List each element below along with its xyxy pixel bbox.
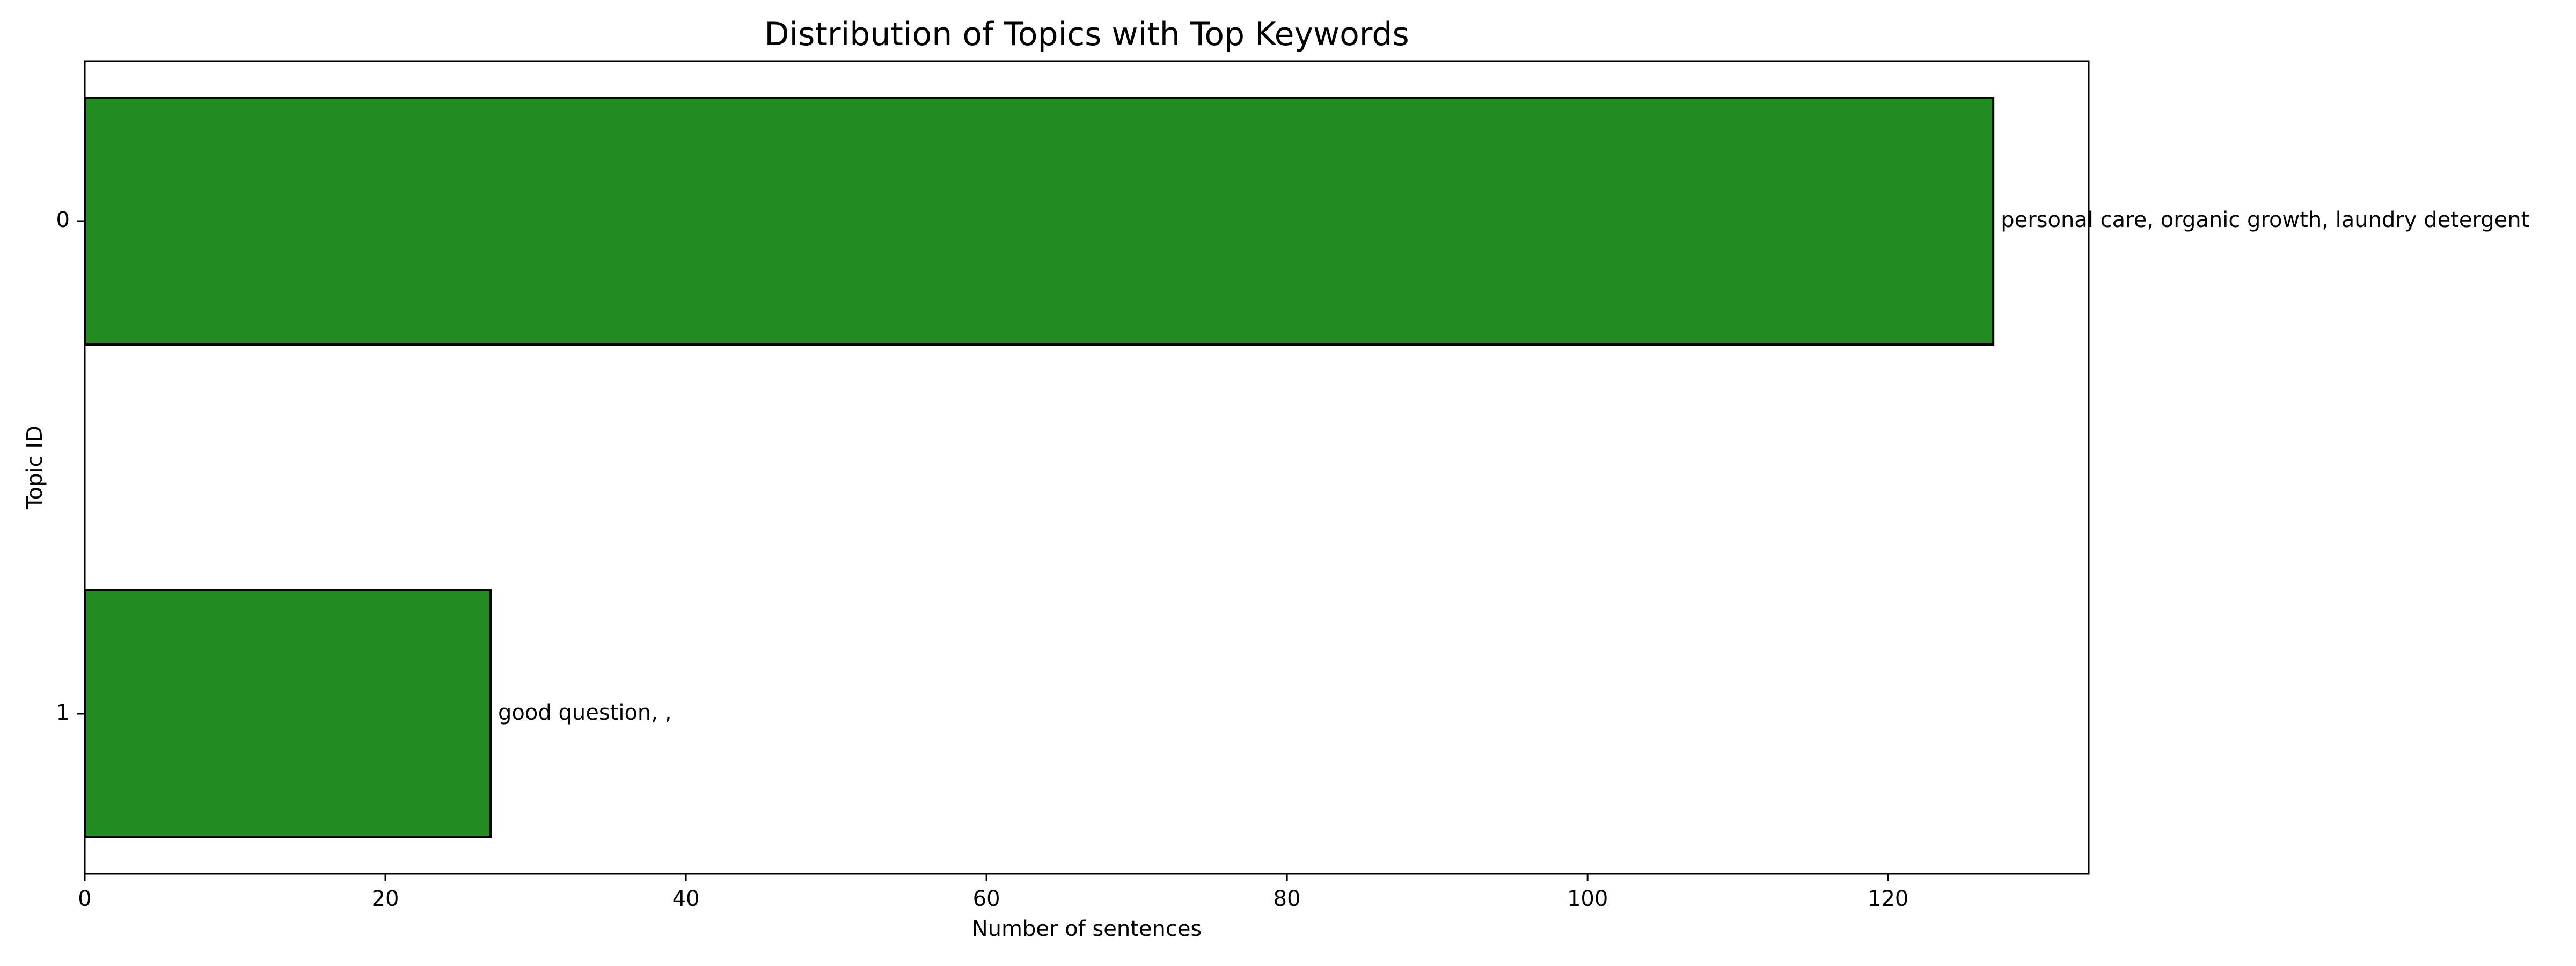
chart-title: Distribution of Topics with Top Keywords [764, 16, 1409, 53]
x-tick-label: 60 [973, 887, 1000, 911]
x-axis-label: Number of sentences [972, 917, 1202, 941]
x-axis-ticks: 0 20 40 60 80 100 120 [78, 874, 1908, 911]
y-axis-label: Topic ID [23, 426, 47, 510]
plot-frame [84, 60, 2090, 875]
bars-layer [84, 97, 1995, 838]
bar-label-topic-1: good question, , [498, 700, 671, 725]
x-tick-label: 100 [1567, 887, 1608, 911]
y-tick-label: 1 [56, 700, 70, 725]
x-tick-label: 80 [1274, 887, 1301, 911]
x-tick-label: 40 [672, 887, 700, 911]
x-tick-label: 20 [372, 887, 399, 911]
bar-label-topic-0: personal care, organic growth, laundry d… [2001, 208, 2529, 232]
y-tick-label: 0 [56, 208, 70, 232]
bar-topic-0 [84, 97, 1995, 346]
x-tick-label: 0 [78, 887, 91, 911]
x-tick-label: 120 [1868, 887, 1908, 911]
bar-topic-1 [84, 589, 492, 838]
y-axis-ticks: 01 [56, 208, 85, 725]
